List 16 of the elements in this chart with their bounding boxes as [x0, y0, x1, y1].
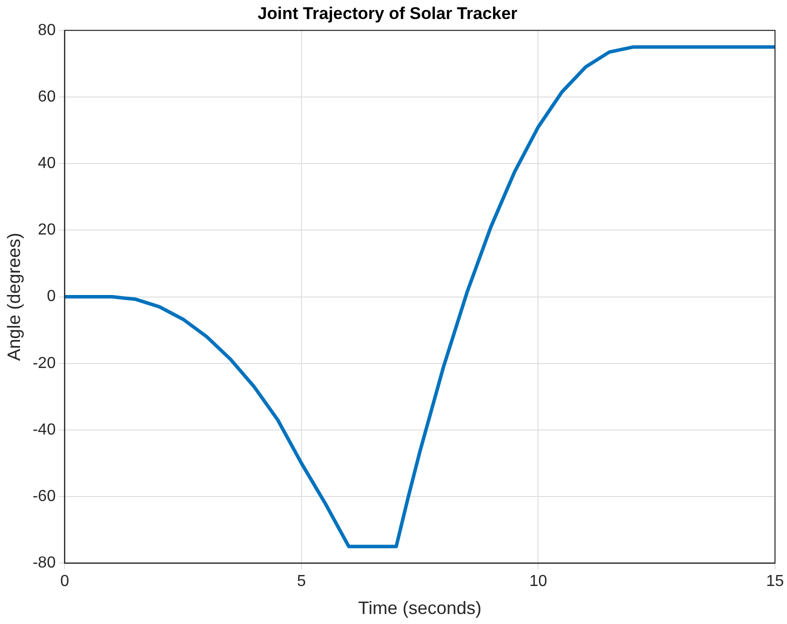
y-tick-label: 0	[46, 288, 56, 306]
y-tick-label: -80	[32, 554, 56, 572]
y-tick-label: -20	[32, 354, 56, 372]
chart-title: Joint Trajectory of Solar Tracker	[258, 4, 518, 23]
y-tick-label: -60	[32, 488, 56, 506]
x-axis-title: Time (seconds)	[358, 598, 482, 618]
y-tick-label: 60	[38, 88, 56, 106]
x-tick-label: 10	[529, 573, 548, 590]
y-tick-label: -40	[32, 421, 56, 438]
y-tick-label: 20	[38, 222, 56, 239]
x-tick-label: 15	[766, 573, 784, 590]
x-tick-label: 0	[60, 573, 70, 590]
y-axis-title: Angle (degrees)	[4, 232, 24, 361]
y-tick-label: 40	[38, 155, 56, 172]
y-tick-label: 80	[38, 22, 56, 39]
x-tick-label: 5	[297, 573, 306, 590]
